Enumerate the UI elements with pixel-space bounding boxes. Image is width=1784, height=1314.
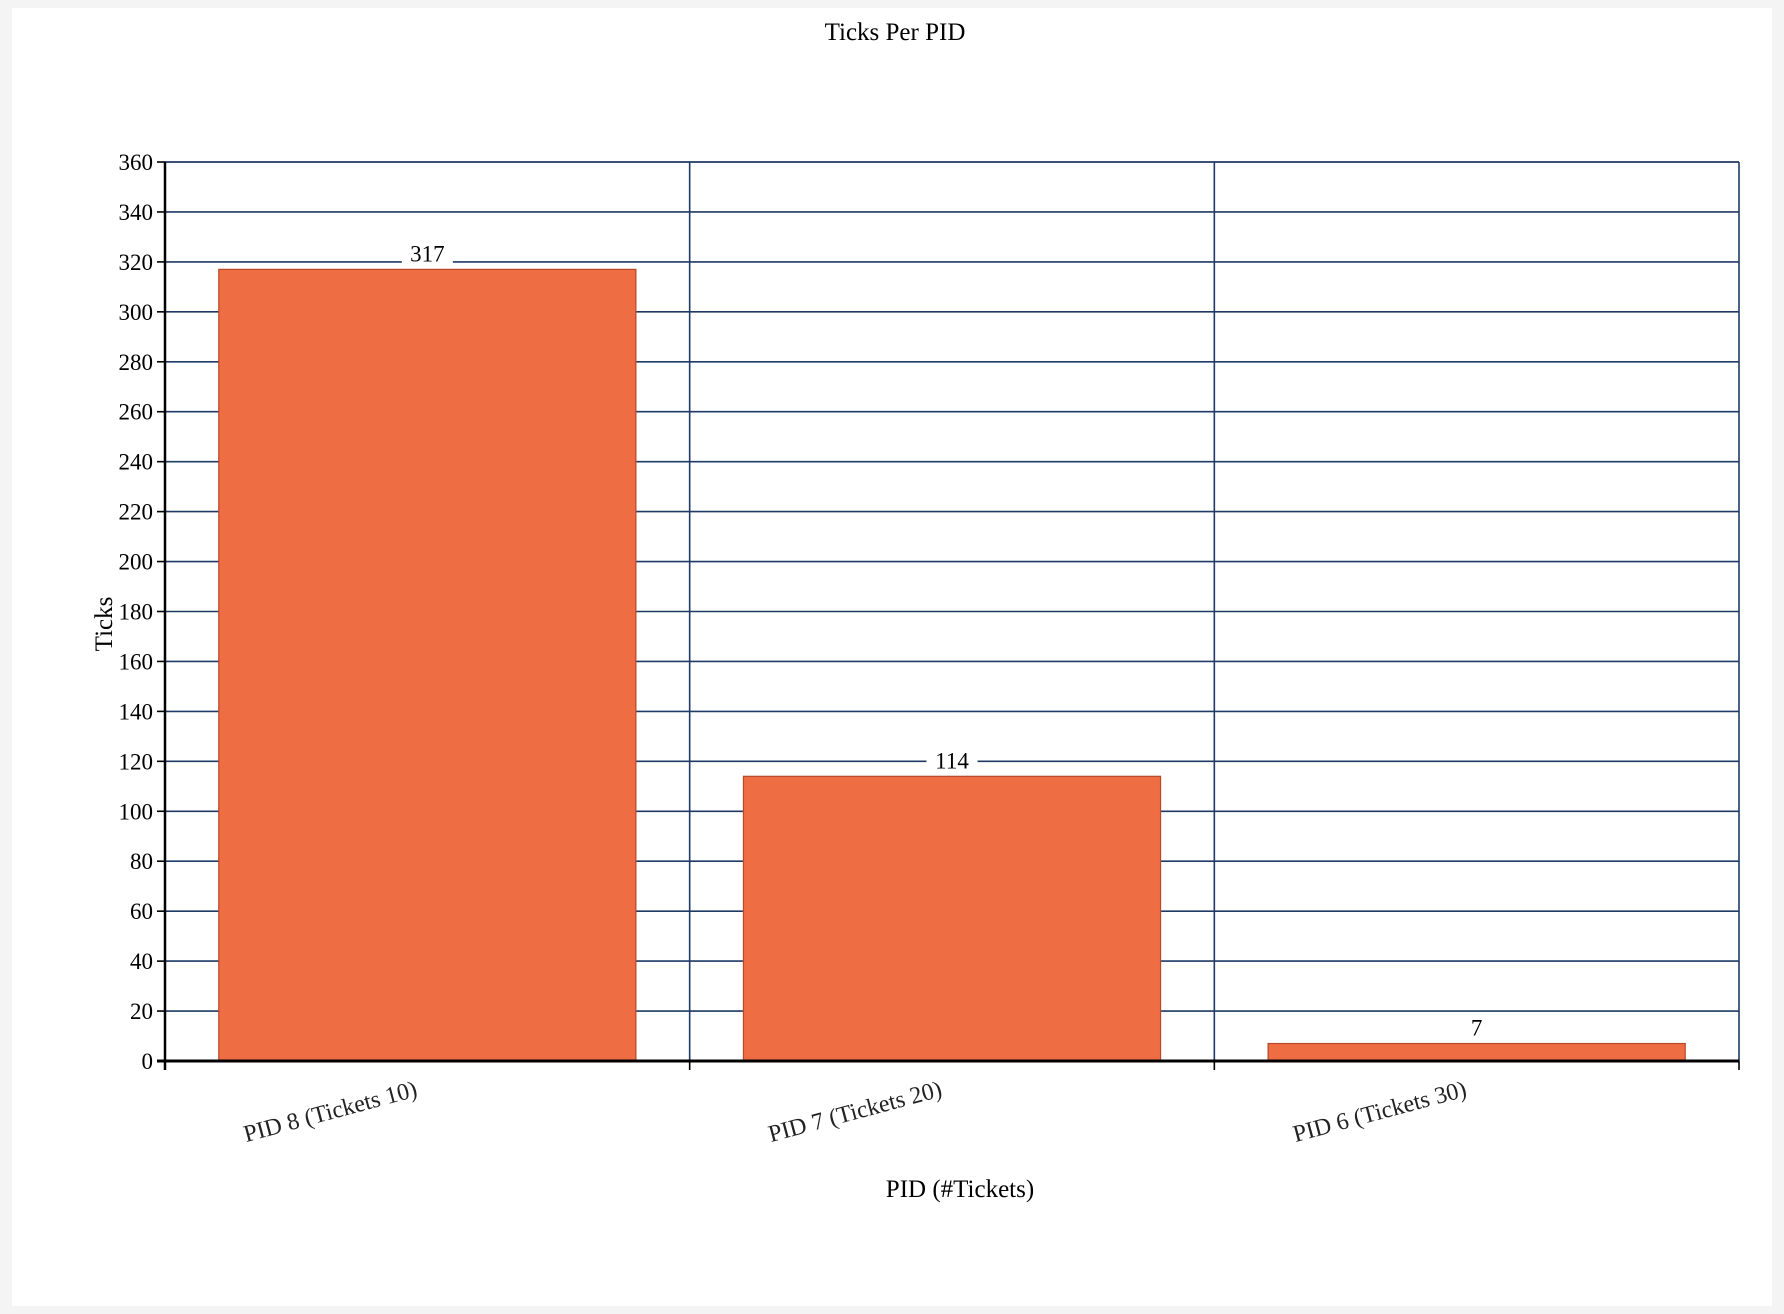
y-tick-label-160: 160 [119, 649, 154, 674]
category-label-2: PID 6 (Tickets 30) [1290, 1077, 1469, 1148]
y-tick-label-80: 80 [130, 849, 153, 874]
data-label-1: 114 [935, 748, 969, 773]
y-tick-label-240: 240 [119, 450, 154, 475]
y-tick-label-20: 20 [130, 999, 153, 1024]
y-tick-label-40: 40 [130, 949, 153, 974]
bar-2 [1267, 1042, 1686, 1062]
chart-frame: Ticks Per PID Ticks PID (#Tickets) 0 20 40… [12, 8, 1772, 1306]
axes [157, 161, 1740, 1070]
data-label-bg-2 [1464, 1013, 1490, 1042]
bar-1 [742, 775, 1162, 1062]
y-tick-label-220: 220 [119, 500, 154, 525]
chart-title: Ticks Per PID [825, 19, 966, 46]
data-label-bg-0 [401, 239, 453, 268]
y-tick-label-260: 260 [119, 400, 154, 425]
y-tick-label-340: 340 [119, 200, 154, 225]
bar-0 [218, 268, 637, 1062]
y-tick-label-100: 100 [119, 799, 154, 824]
data-label-bg-1 [926, 746, 978, 775]
category-label-0: PID 8 (Tickets 10) [241, 1077, 420, 1148]
bars [218, 268, 1686, 1062]
y-tick-label-320: 320 [119, 250, 154, 275]
y-tick-label-300: 300 [119, 300, 154, 325]
y-axis-label: Ticks [91, 597, 118, 652]
y-tick-label-280: 280 [119, 350, 154, 375]
y-tick-label-140: 140 [119, 699, 154, 724]
y-tick-label-0: 0 [142, 1049, 154, 1074]
x-axis-label: PID (#Tickets) [886, 1176, 1034, 1203]
y-tick-label-120: 120 [119, 749, 154, 774]
y-tick-label-200: 200 [119, 550, 154, 575]
category-label-1: PID 7 (Tickets 20) [766, 1077, 945, 1148]
data-label-0: 317 [410, 241, 445, 266]
bar-chart: Ticks Per PID Ticks PID (#Tickets) 0 20 40… [91, 19, 1740, 1203]
y-tick-label-360: 360 [119, 150, 154, 175]
y-tick-label-180: 180 [119, 600, 154, 625]
y-tick-label-60: 60 [130, 899, 153, 924]
data-label-2: 7 [1471, 1016, 1483, 1041]
